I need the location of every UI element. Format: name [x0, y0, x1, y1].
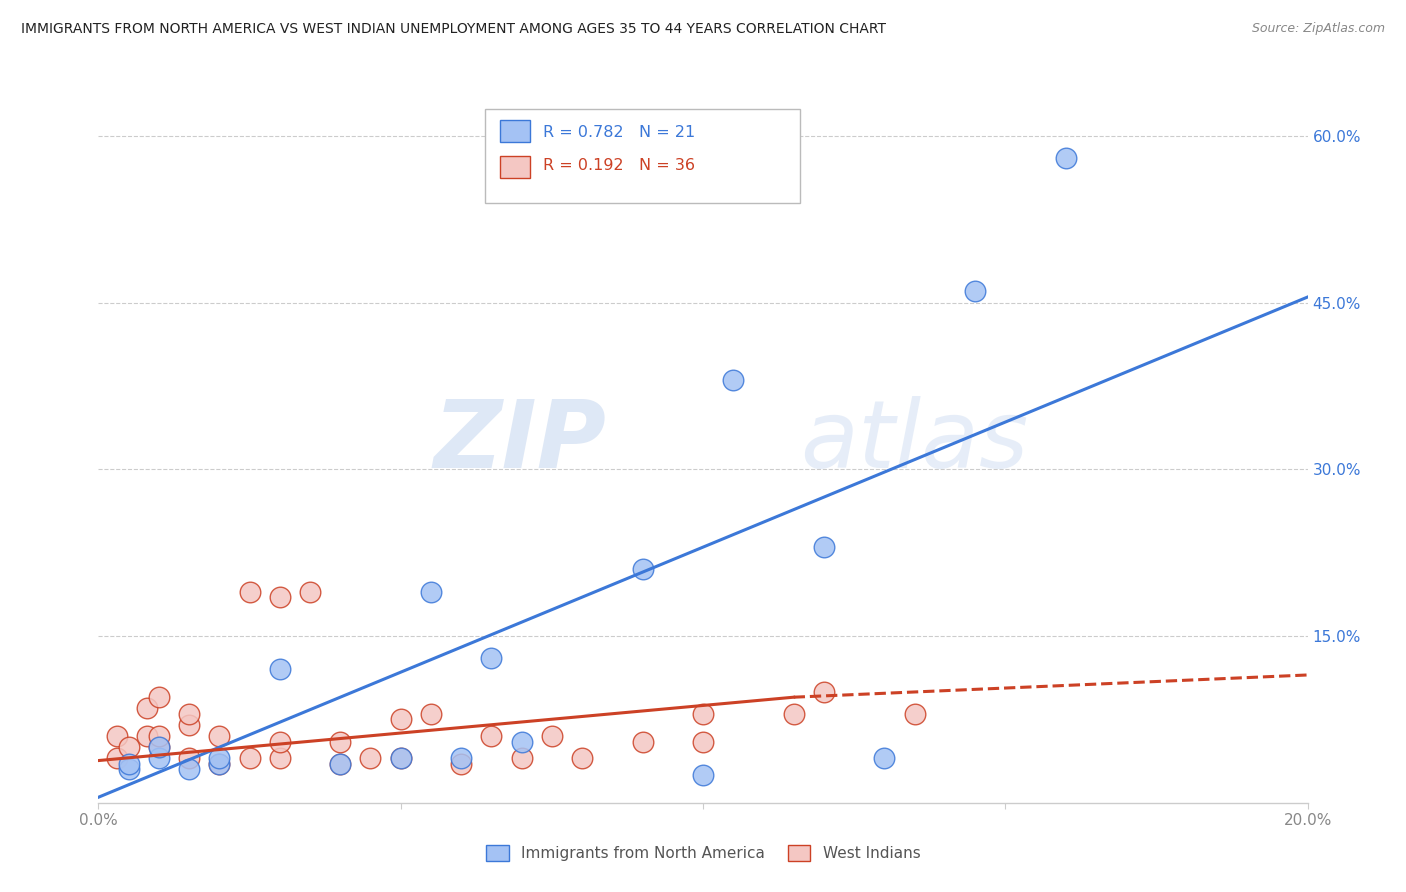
- Point: [873, 751, 896, 765]
- Point: [208, 756, 231, 771]
- Point: [299, 584, 322, 599]
- Point: [481, 651, 503, 665]
- Point: [239, 584, 262, 599]
- Point: [389, 713, 412, 727]
- Point: [571, 751, 593, 765]
- Point: [135, 729, 157, 743]
- FancyBboxPatch shape: [485, 109, 800, 203]
- Point: [269, 751, 291, 765]
- Point: [269, 590, 291, 604]
- Point: [692, 706, 714, 721]
- Point: [692, 734, 714, 748]
- Text: Source: ZipAtlas.com: Source: ZipAtlas.com: [1251, 22, 1385, 36]
- Point: [723, 373, 745, 387]
- Point: [692, 768, 714, 782]
- Point: [118, 763, 141, 777]
- Point: [208, 729, 231, 743]
- Point: [269, 662, 291, 676]
- Point: [148, 740, 170, 755]
- Legend: Immigrants from North America, West Indians: Immigrants from North America, West Indi…: [479, 839, 927, 867]
- Text: IMMIGRANTS FROM NORTH AMERICA VS WEST INDIAN UNEMPLOYMENT AMONG AGES 35 TO 44 YE: IMMIGRANTS FROM NORTH AMERICA VS WEST IN…: [21, 22, 886, 37]
- Point: [904, 706, 927, 721]
- Point: [540, 729, 562, 743]
- Text: atlas: atlas: [800, 396, 1028, 487]
- Point: [813, 684, 835, 698]
- Point: [179, 763, 201, 777]
- Point: [360, 751, 382, 765]
- Point: [118, 756, 141, 771]
- Point: [510, 751, 533, 765]
- Point: [481, 729, 503, 743]
- Point: [329, 756, 352, 771]
- Point: [179, 751, 201, 765]
- Text: ZIP: ZIP: [433, 395, 606, 488]
- Point: [1054, 151, 1077, 165]
- Point: [389, 751, 412, 765]
- Point: [148, 729, 170, 743]
- Point: [450, 756, 472, 771]
- Point: [105, 729, 128, 743]
- Point: [105, 751, 128, 765]
- Point: [420, 584, 443, 599]
- Point: [510, 734, 533, 748]
- Point: [420, 706, 443, 721]
- Point: [329, 734, 352, 748]
- Point: [148, 690, 170, 705]
- Point: [269, 734, 291, 748]
- FancyBboxPatch shape: [501, 120, 530, 142]
- Point: [118, 740, 141, 755]
- Point: [450, 751, 472, 765]
- Point: [239, 751, 262, 765]
- Point: [389, 751, 412, 765]
- Point: [148, 740, 170, 755]
- Point: [148, 751, 170, 765]
- Point: [965, 285, 987, 299]
- Point: [179, 706, 201, 721]
- Point: [208, 756, 231, 771]
- Point: [329, 756, 352, 771]
- Point: [631, 562, 654, 576]
- Point: [783, 706, 806, 721]
- Text: R = 0.782   N = 21: R = 0.782 N = 21: [543, 125, 696, 140]
- Point: [631, 734, 654, 748]
- Point: [813, 540, 835, 554]
- FancyBboxPatch shape: [501, 156, 530, 178]
- Point: [179, 718, 201, 732]
- Point: [135, 701, 157, 715]
- Text: R = 0.192   N = 36: R = 0.192 N = 36: [543, 158, 696, 173]
- Point: [208, 751, 231, 765]
